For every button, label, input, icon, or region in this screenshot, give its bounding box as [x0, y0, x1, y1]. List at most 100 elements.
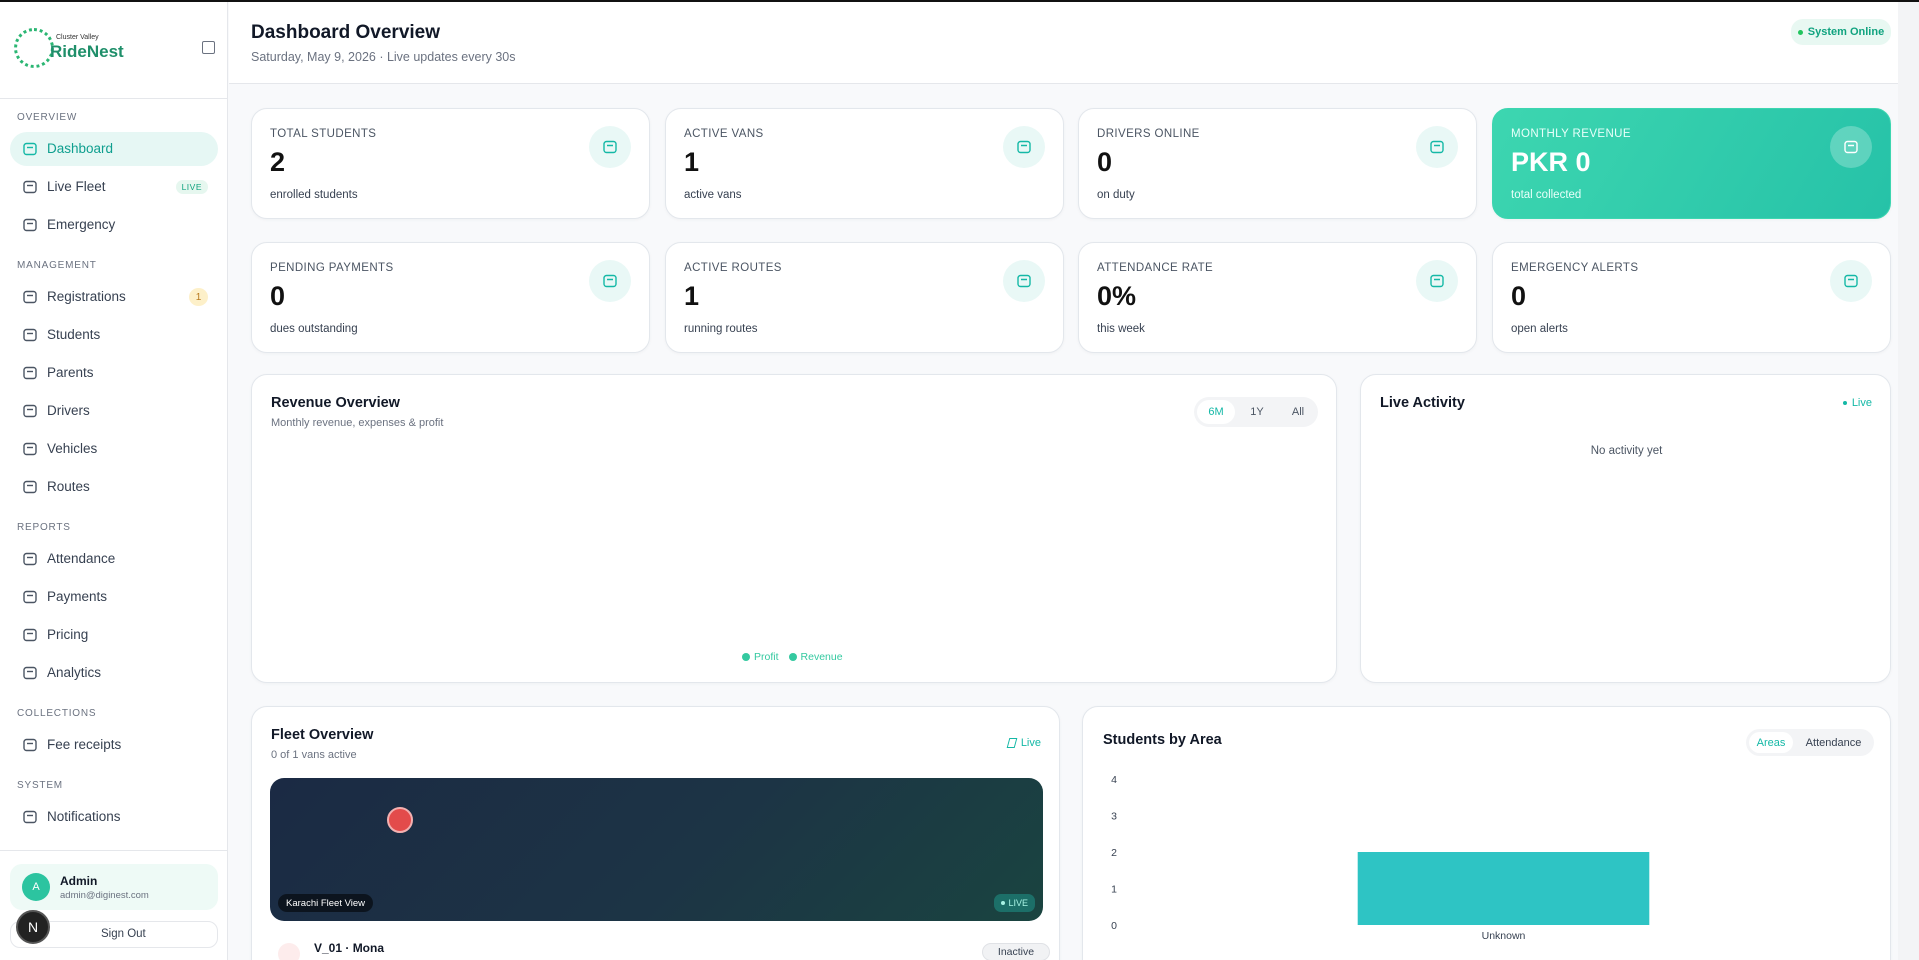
nav-item[interactable]: Notifications	[10, 800, 218, 834]
icon	[22, 665, 38, 686]
legend-label: Revenue	[800, 651, 843, 663]
icon-glyph	[603, 274, 617, 288]
scrollbar	[1898, 2, 1919, 960]
sign-out[interactable]: Sign Out	[10, 921, 218, 948]
tab-group: 6M 1Y All	[1194, 397, 1318, 427]
nav-label: Parents	[47, 365, 94, 380]
nav-item[interactable]: Students	[10, 318, 218, 352]
icon	[22, 479, 38, 500]
stat-sub: this week	[1097, 323, 1145, 335]
stat-sub: open alerts	[1511, 323, 1568, 335]
icon-glyph	[23, 180, 37, 194]
map-live: LIVE	[994, 894, 1035, 912]
nav-label: Attendance	[47, 551, 116, 566]
card-title: Live Activity	[1380, 395, 1465, 411]
section-title: SYSTEM	[17, 780, 63, 791]
nav-item[interactable]: Live Fleet LIVE	[10, 170, 218, 204]
tab[interactable]: 6M	[1197, 400, 1235, 424]
stat-value: PKR 0	[1511, 147, 1591, 177]
vehicle-row[interactable]: V_01 · Mona Inactive	[270, 939, 1050, 960]
empty-state: No activity yet	[1590, 445, 1663, 457]
nav-item[interactable]: Registrations 1	[10, 280, 218, 314]
icon-glyph	[1844, 140, 1858, 154]
icon	[1429, 139, 1445, 160]
legend-swatch	[742, 653, 750, 661]
live-icon	[1006, 738, 1018, 748]
stat-card: MONTHLY REVENUE PKR 0 total collected	[1492, 108, 1891, 219]
map-live-text: LIVE	[1008, 898, 1028, 908]
legend-item: Revenue	[788, 651, 843, 663]
nav-item[interactable]: Payments	[10, 580, 218, 614]
card-title: Revenue Overview	[271, 395, 400, 411]
icon-glyph	[23, 404, 37, 418]
icon-glyph	[23, 480, 37, 494]
icon	[1843, 273, 1859, 294]
icon-glyph	[23, 666, 37, 680]
sign-out-label: Sign Out	[101, 928, 146, 940]
vehicle-icon	[278, 943, 300, 960]
icon	[22, 179, 38, 200]
nav-label: Payments	[47, 589, 108, 604]
live-text: Live	[1851, 397, 1872, 409]
stat-value: 1	[684, 147, 700, 177]
nav-item[interactable]: Analytics	[10, 656, 218, 690]
live-activity-card: Live Activity Live No activity yet	[1360, 374, 1891, 683]
icon	[1016, 273, 1032, 294]
nav-item[interactable]: Dashboard	[10, 132, 218, 166]
icon-glyph	[23, 552, 37, 566]
icon-glyph	[1430, 140, 1444, 154]
stat-sub: total collected	[1511, 189, 1582, 201]
icon	[602, 139, 618, 160]
icon	[22, 737, 38, 758]
stat-icon	[1830, 126, 1872, 168]
tab[interactable]: Attendance	[1805, 736, 1862, 749]
user-email: admin@diginest.com	[60, 890, 149, 901]
icon	[22, 141, 38, 162]
nav-item[interactable]: Routes	[10, 470, 218, 504]
stat-sub: running routes	[684, 323, 758, 335]
icon	[1016, 139, 1032, 160]
y-tick-label: 0	[1111, 920, 1117, 932]
x-tick-label: Unknown	[1482, 930, 1526, 942]
tab[interactable]: Areas	[1749, 732, 1793, 753]
card-subtitle: 0 of 1 vans active	[271, 749, 357, 761]
tab[interactable]: 1Y	[1250, 406, 1264, 418]
card-title: Students by Area	[1103, 732, 1222, 748]
live-dot	[1842, 401, 1847, 405]
stat-value: 0	[270, 281, 286, 311]
page-subtitle: Saturday, May 9, 2026 · Live updates eve…	[251, 50, 516, 64]
stat-label: ACTIVE VANS	[684, 128, 764, 140]
nav-badge: 1	[189, 288, 208, 306]
section-title: MANAGEMENT	[17, 260, 97, 271]
sidebar-toggle[interactable]	[202, 41, 215, 54]
icon	[602, 273, 618, 294]
stat-sub: active vans	[684, 189, 742, 201]
nav-item[interactable]: Emergency	[10, 208, 218, 242]
live-text: Live	[1020, 737, 1041, 749]
fleet-card: Fleet Overview 0 of 1 vans active Live Kara…	[251, 706, 1060, 960]
tab[interactable]: All	[1291, 406, 1305, 418]
nav-item[interactable]: Fee receipts	[10, 728, 218, 762]
icon-glyph	[23, 810, 37, 824]
nav-item[interactable]: Pricing	[10, 618, 218, 652]
stat-card: DRIVERS ONLINE 0 on duty	[1078, 108, 1477, 219]
stat-value: 1	[684, 281, 700, 311]
nav-badge: LIVE	[175, 180, 208, 194]
nav-item[interactable]: Drivers	[10, 394, 218, 428]
vehicle-name: V_01 · Mona	[314, 941, 385, 955]
icon-glyph	[1017, 140, 1031, 154]
nav-label: Registrations	[47, 289, 126, 304]
icon-glyph	[23, 142, 37, 156]
section-title: OVERVIEW	[17, 112, 78, 123]
stat-icon	[1830, 260, 1872, 302]
nav-item[interactable]: Parents	[10, 356, 218, 390]
section-title: REPORTS	[17, 522, 71, 533]
nav-item[interactable]: Vehicles	[10, 432, 218, 466]
icon	[1429, 273, 1445, 294]
icon-glyph	[23, 590, 37, 604]
sidebar: Cluster Valley RideNest OVERVIEW Dashboard L…	[0, 2, 228, 960]
icon	[22, 551, 38, 572]
nav-item[interactable]: Attendance	[10, 542, 218, 576]
legend-label: Profit	[754, 651, 779, 663]
